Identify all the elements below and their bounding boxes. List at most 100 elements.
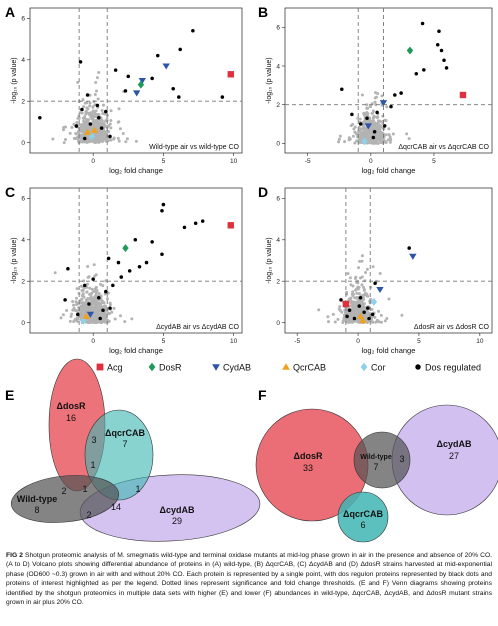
y-tick-label: 6 (276, 196, 280, 203)
y-tick-label: 6 (21, 196, 25, 203)
legend-label: DosR (159, 363, 182, 373)
data-point-dos-regulated (422, 68, 426, 72)
figure-caption: FIG 2 Shotgun proteomic analysis of M. s… (6, 551, 492, 607)
data-point-dos-regulated (119, 275, 124, 279)
data-point-dos-regulated (177, 95, 181, 99)
data-point-dos-regulated (91, 277, 95, 281)
panel-label-b: B (258, 4, 268, 20)
data-point-dos-regulated (74, 124, 79, 128)
x-tick-label: 0 (91, 158, 95, 165)
data-point-acg (459, 91, 467, 99)
data-point-dos-regulated (370, 312, 375, 317)
x-tick-label: 5 (417, 338, 421, 345)
x-tick-label: 5 (162, 338, 166, 345)
y-tick-label: 2 (276, 279, 280, 286)
legend-marker-dos-regulated (415, 364, 421, 370)
volcano-plot-d: -5 0 5 10 0 2 4 6 log₂ fold change -log₁₀ (p valu… (266, 187, 493, 355)
legend-label: QcrCAB (293, 363, 326, 373)
data-point-dos-regulated (99, 126, 104, 130)
volcano-plot-c: 0 5 10 0 2 4 6 log₂ fold change -log₁₀ (p value)… (11, 187, 243, 355)
y-axis-label: -log₁₀ (p value) (266, 57, 273, 103)
data-point-dos-regulated (85, 93, 90, 97)
legend-item: Cor (360, 362, 386, 373)
venn-e-qcrcab-label: ΔqcrCAB (105, 428, 145, 438)
data-point-cor (80, 316, 87, 325)
data-point-dos-regulated (150, 76, 154, 81)
legend-marker-cor (360, 362, 368, 372)
x-tick-label: 0 (91, 338, 95, 345)
data-point-dos-regulated (137, 264, 142, 269)
data-point-dos-regulated (414, 71, 419, 76)
y-tick-label: 4 (21, 57, 25, 64)
data-point-cydab (138, 77, 146, 85)
panel-label-a: A (5, 4, 15, 20)
y-tick-label: 0 (21, 320, 25, 327)
venn-f-dosr-count: 33 (303, 463, 313, 473)
data-point-dos-regulated (382, 124, 387, 128)
data-point-dos-regulated (63, 298, 67, 302)
data-point-dos-regulated (350, 112, 354, 117)
data-point-dos-regulated (127, 269, 132, 273)
data-point-dos-regulated (80, 107, 84, 112)
data-point-dos-regulated (126, 74, 131, 79)
venn-e-overlap-count: 1 (82, 484, 87, 494)
venn-diagram-e: E ΔdosR 16 ΔqcrCAB 7 ΔcydAB 29 Wild-type… (5, 358, 261, 542)
data-point-dos-regulated (104, 109, 108, 114)
data-point-cydab (376, 286, 384, 294)
data-point-qcrcab (83, 128, 92, 135)
data-point-dos-regulated (393, 93, 397, 97)
data-point-dos-regulated (75, 312, 80, 317)
panel-title: Wild-type air vs wild-type CO (149, 144, 239, 151)
legend: Acg DosR CydAB QcrCAB Cor Dos regulated (96, 362, 481, 373)
x-tick-label: 10 (476, 338, 484, 345)
panel-label-c: C (5, 184, 15, 200)
y-tick-label: 0 (21, 140, 25, 147)
y-tick-label: 6 (276, 25, 280, 32)
venn-f-qcrcab-set (337, 491, 389, 543)
data-point-dos-regulated (339, 298, 343, 302)
data-point-dos-regulated (111, 283, 115, 288)
venn-e-overlap-count: 1 (90, 460, 95, 470)
y-tick-label: 2 (276, 102, 280, 109)
x-tick-label: 5 (162, 158, 166, 165)
y-tick-label: 0 (276, 320, 280, 327)
data-point-dosr (122, 244, 129, 253)
venn-e-qcrcab-count: 7 (122, 439, 127, 449)
venn-e-cydab-label: ΔcydAB (160, 505, 195, 515)
legend-marker-dosr (148, 362, 156, 372)
data-point-cydab (409, 253, 417, 260)
data-point-dos-regulated (389, 104, 393, 109)
venn-diagram-f: F ΔdosR 33 Wild-type 7 ΔcydAB 27 ΔqcrCAB… (255, 387, 498, 543)
data-point-dos-regulated (97, 296, 101, 300)
x-axis-label: log₂ fold change (109, 346, 163, 355)
data-point-dos-regulated (88, 122, 93, 126)
data-point-cydab (133, 90, 141, 97)
x-tick-label: 5 (432, 158, 436, 165)
data-point-dos-regulated (78, 60, 83, 64)
plot-frame (284, 187, 493, 334)
y-tick-label: 2 (21, 279, 25, 286)
panel-label-e: E (5, 387, 14, 403)
data-point-dos-regulated (161, 202, 166, 207)
data-point-dos-regulated (357, 304, 362, 308)
data-point-dos-regulated (399, 91, 403, 95)
volcano-plot-b: -5 0 5 0 2 4 6 log₂ fold change -log₁₀ (p value)… (266, 7, 493, 175)
venn-e-wildtype-label: Wild-type (17, 494, 57, 504)
data-point-dos-regulated (171, 87, 175, 91)
x-axis-label: log₂ fold change (362, 166, 416, 175)
data-point-dos-regulated (160, 252, 164, 257)
x-tick-label: -5 (305, 158, 311, 165)
data-point-dos-regulated (156, 53, 160, 58)
legend-item: DosR (148, 362, 182, 373)
plot-frame (29, 187, 243, 334)
data-point-dos-regulated (347, 308, 352, 312)
legend-label: Dos regulated (425, 363, 481, 373)
data-point-dos-regulated (182, 225, 187, 230)
data-point-dos-regulated (133, 238, 138, 242)
data-point-dos-regulated (437, 29, 441, 33)
data-point-acg (227, 222, 234, 229)
legend-item: CydAB (212, 363, 251, 373)
data-point-dosr (137, 80, 145, 89)
data-point-dos-regulated (367, 316, 371, 321)
